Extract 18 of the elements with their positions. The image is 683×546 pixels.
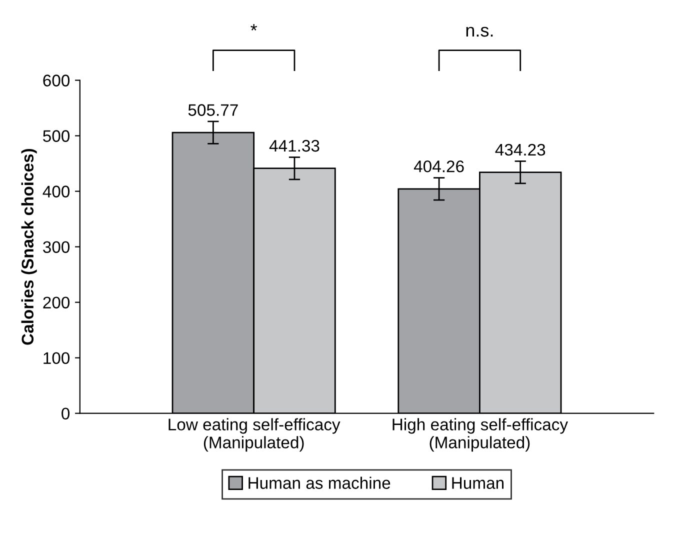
- y-tick-label: 300: [43, 241, 70, 253]
- text: *: [250, 24, 258, 30]
- x-tick-label: High eating self-efficacy (Manipulated): [392, 418, 568, 452]
- text: n.s.: [466, 26, 493, 37]
- legend-label: Human as machine: [248, 476, 390, 489]
- y-tick-label: 100: [44, 352, 70, 364]
- data-label: 434.23: [495, 144, 546, 156]
- x-tick-label: Low eating self-efficacy (Manipulated): [168, 418, 340, 452]
- y-tick-label: 400: [42, 186, 70, 198]
- y-tick-label: 0: [62, 408, 70, 420]
- data-label: 505.77: [188, 104, 238, 116]
- data-label: 404.26: [414, 160, 464, 172]
- y-tick-label: 200: [43, 296, 70, 309]
- data-label: 441.33: [269, 140, 320, 152]
- legend-label: Human: [452, 477, 504, 489]
- y-tick-label: 600: [43, 74, 70, 86]
- y-axis-title: Calories (Snack choices): [21, 148, 37, 345]
- y-tick-label: 500: [43, 130, 70, 142]
